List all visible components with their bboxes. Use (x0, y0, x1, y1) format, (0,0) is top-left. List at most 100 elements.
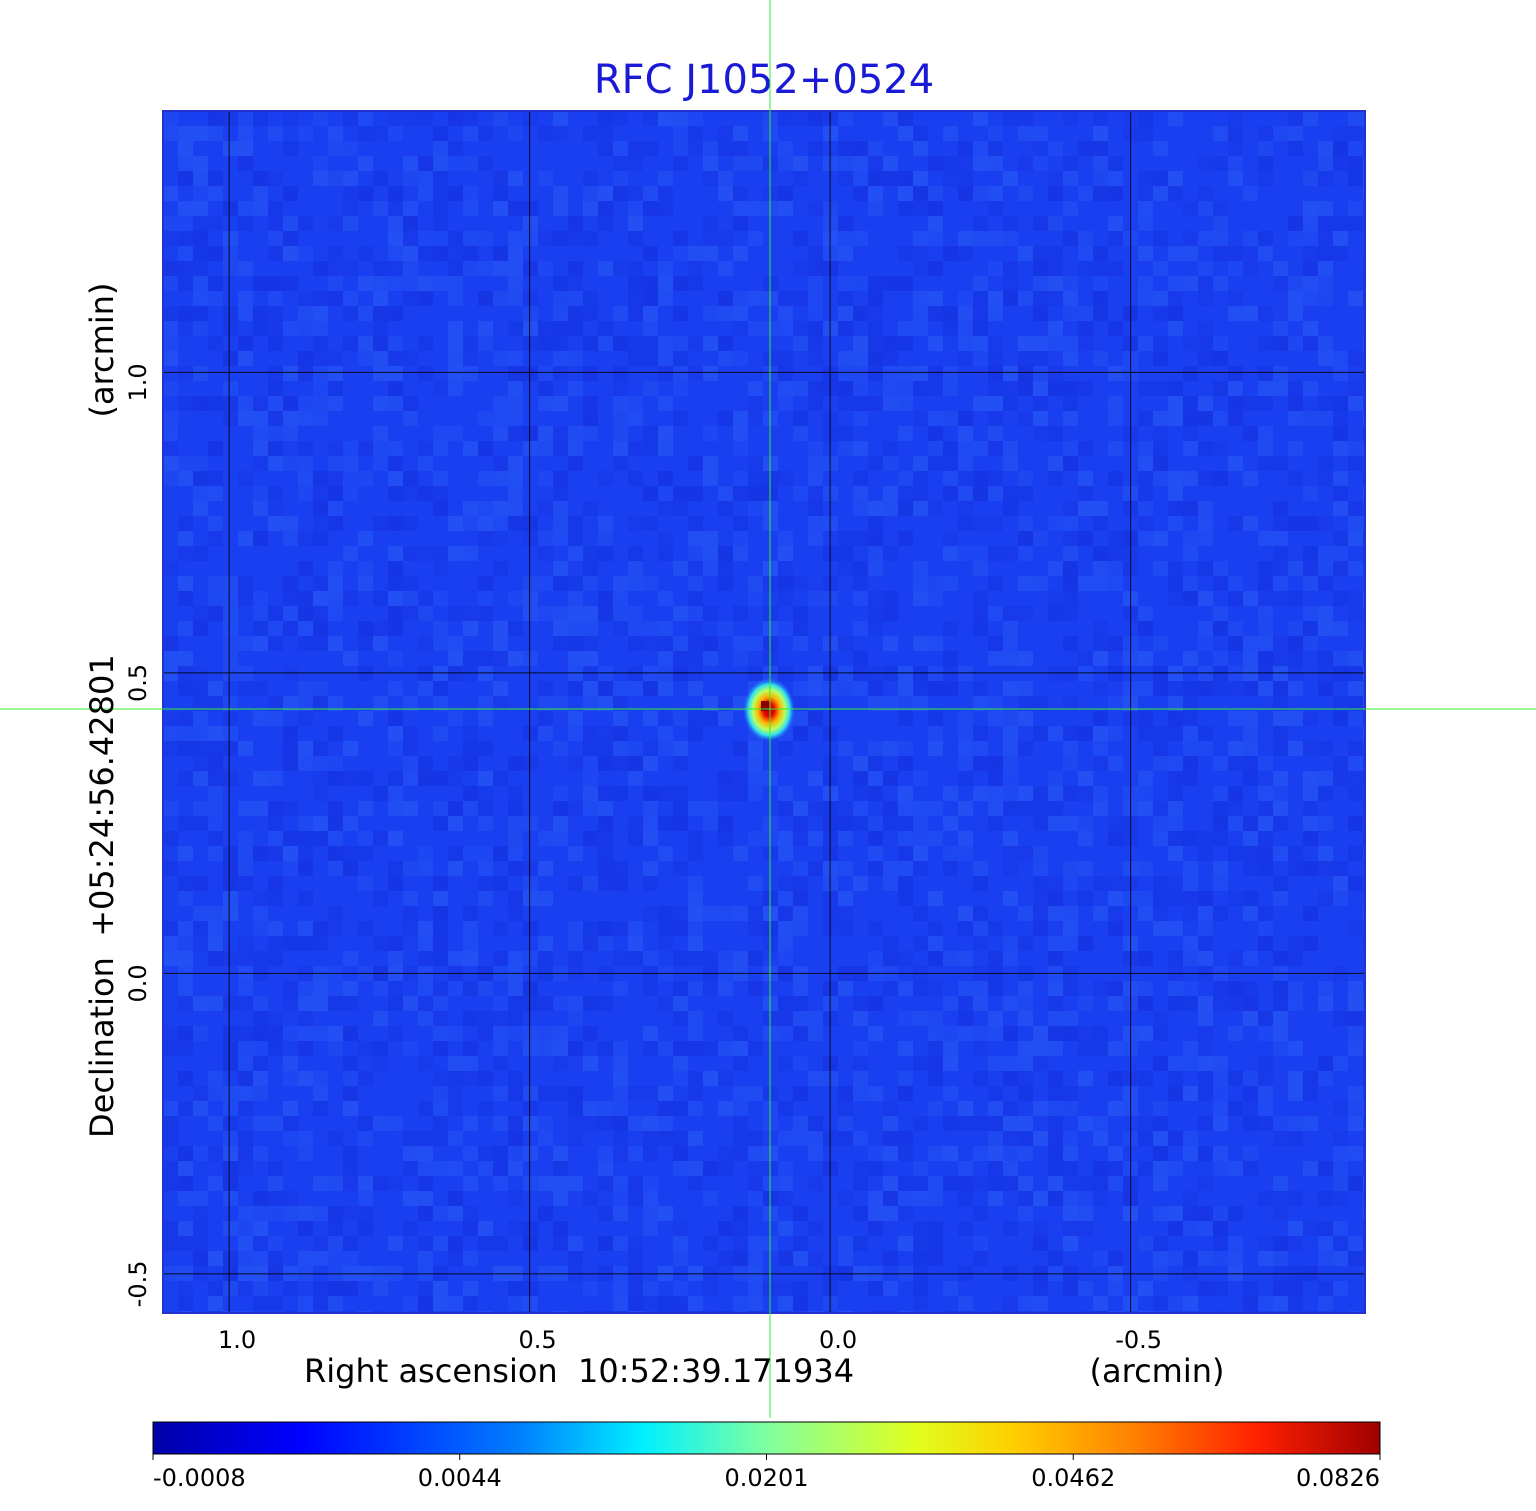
noise-cell (853, 411, 868, 426)
noise-cell (1093, 876, 1108, 891)
noise-cell (1078, 1116, 1093, 1131)
noise-cell (313, 336, 328, 351)
noise-cell (793, 876, 808, 891)
noise-cell (223, 636, 238, 651)
noise-cell (748, 981, 763, 996)
noise-cell (1243, 471, 1258, 486)
noise-cell (1018, 486, 1033, 501)
noise-cell (973, 1251, 988, 1266)
noise-cell (223, 231, 238, 246)
noise-cell (298, 1251, 313, 1266)
noise-cell (658, 681, 673, 696)
noise-cell (718, 486, 733, 501)
noise-cell (553, 531, 568, 546)
noise-cell (1018, 411, 1033, 426)
noise-cell (1258, 1071, 1273, 1086)
noise-cell (748, 1236, 763, 1251)
noise-cell (373, 201, 388, 216)
noise-cell (838, 171, 853, 186)
noise-cell (613, 456, 628, 471)
noise-cell (538, 681, 553, 696)
noise-cell (553, 1146, 568, 1161)
noise-cell (1033, 1236, 1048, 1251)
noise-cell (718, 1071, 733, 1086)
noise-cell (328, 1176, 343, 1191)
noise-cell (1333, 546, 1348, 561)
noise-cell (448, 1161, 463, 1176)
noise-cell (718, 816, 733, 831)
noise-cell (1168, 306, 1183, 321)
noise-cell (283, 141, 298, 156)
noise-cell (358, 306, 373, 321)
noise-cell (793, 636, 808, 651)
noise-cell (1288, 651, 1303, 666)
noise-cell (958, 771, 973, 786)
noise-cell (1153, 906, 1168, 921)
noise-cell (1348, 846, 1363, 861)
noise-cell (178, 546, 193, 561)
noise-cell (853, 1131, 868, 1146)
noise-cell (1063, 561, 1078, 576)
noise-cell (373, 276, 388, 291)
noise-cell (883, 981, 898, 996)
noise-cell (238, 1206, 253, 1221)
noise-cell (193, 126, 208, 141)
noise-cell (388, 606, 403, 621)
noise-cell (1183, 861, 1198, 876)
noise-cell (358, 471, 373, 486)
noise-cell (418, 231, 433, 246)
noise-cell (1108, 231, 1123, 246)
noise-cell (343, 306, 358, 321)
noise-cell (778, 876, 793, 891)
noise-cell (988, 786, 1003, 801)
noise-cell (1273, 981, 1288, 996)
noise-cell (1063, 396, 1078, 411)
noise-cell (703, 1191, 718, 1206)
noise-cell (1003, 1116, 1018, 1131)
plot-frame (162, 110, 1366, 1314)
noise-cell (748, 1161, 763, 1176)
noise-cell (1138, 1026, 1153, 1041)
noise-cell (1078, 381, 1093, 396)
noise-cell (493, 1041, 508, 1056)
noise-cell (343, 951, 358, 966)
noise-cell (463, 1041, 478, 1056)
noise-cell (673, 1281, 688, 1296)
noise-cell (238, 471, 253, 486)
noise-cell (703, 546, 718, 561)
noise-cell (448, 861, 463, 876)
noise-cell (628, 441, 643, 456)
noise-cell (778, 921, 793, 936)
noise-cell (508, 276, 523, 291)
noise-cell (508, 381, 523, 396)
noise-cell (553, 1191, 568, 1206)
noise-cell (1108, 261, 1123, 276)
noise-cell (418, 921, 433, 936)
noise-cell (463, 756, 478, 771)
noise-cell (778, 396, 793, 411)
noise-cell (613, 1086, 628, 1101)
noise-cell (718, 576, 733, 591)
noise-cell (463, 351, 478, 366)
noise-cell (1048, 1116, 1063, 1131)
noise-cell (778, 1056, 793, 1071)
noise-cell (253, 906, 268, 921)
noise-cell (613, 1116, 628, 1131)
noise-cell (778, 996, 793, 1011)
noise-cell (163, 336, 178, 351)
noise-cell (193, 906, 208, 921)
noise-cell (553, 621, 568, 636)
noise-cell (163, 1221, 178, 1236)
noise-cell (343, 1146, 358, 1161)
noise-cell (493, 1026, 508, 1041)
noise-cell (928, 951, 943, 966)
noise-cell (298, 891, 313, 906)
noise-cell (793, 261, 808, 276)
noise-cell (583, 576, 598, 591)
noise-cell (253, 441, 268, 456)
noise-cell (268, 1296, 283, 1311)
noise-cell (388, 651, 403, 666)
noise-cell (1168, 996, 1183, 1011)
noise-cell (418, 456, 433, 471)
noise-cell (373, 336, 388, 351)
